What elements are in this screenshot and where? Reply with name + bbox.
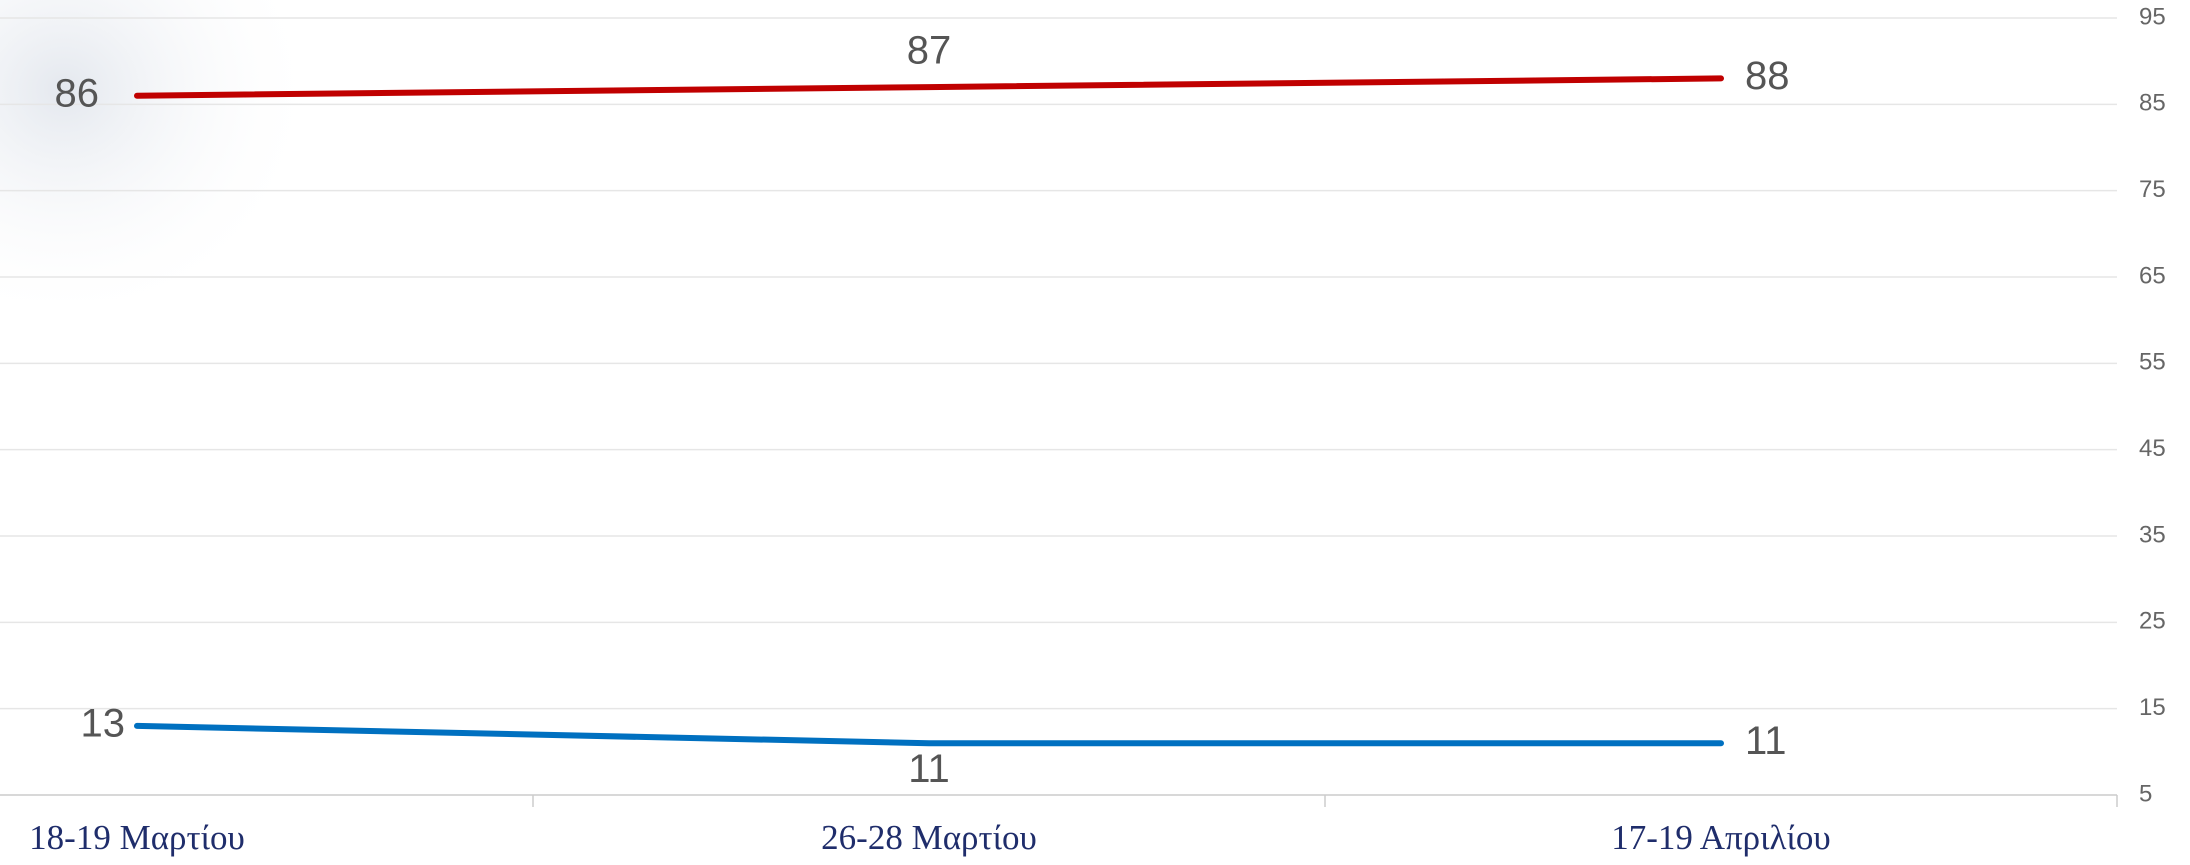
x-tick-label: 26-28 Μαρτίου (821, 818, 1037, 857)
y-tick-label: 65 (2139, 262, 2166, 289)
series-line (134, 722, 1724, 747)
data-label: 88 (1745, 54, 1790, 98)
data-label: 87 (907, 29, 952, 73)
series-line (134, 75, 1724, 99)
y-tick-label: 75 (2139, 176, 2166, 203)
y-tick-label: 25 (2139, 608, 2166, 635)
y-tick-label: 15 (2139, 694, 2166, 721)
data-label: 86 (55, 71, 100, 115)
y-tick-label: 95 (2139, 3, 2166, 30)
data-label: 13 (81, 701, 126, 745)
background-decoration (0, 0, 320, 300)
y-tick-label: 85 (2139, 90, 2166, 117)
x-tick-label: 17-19 Απριλίου (1611, 818, 1831, 857)
x-tick-label: 18-19 Μαρτίου (29, 818, 245, 857)
y-tick-label: 45 (2139, 435, 2166, 462)
y-tick-label: 35 (2139, 521, 2166, 548)
data-label: 11 (1745, 719, 1787, 763)
y-tick-label: 5 (2139, 780, 2152, 807)
y-tick-label: 55 (2139, 349, 2166, 376)
data-label: 11 (908, 747, 950, 791)
